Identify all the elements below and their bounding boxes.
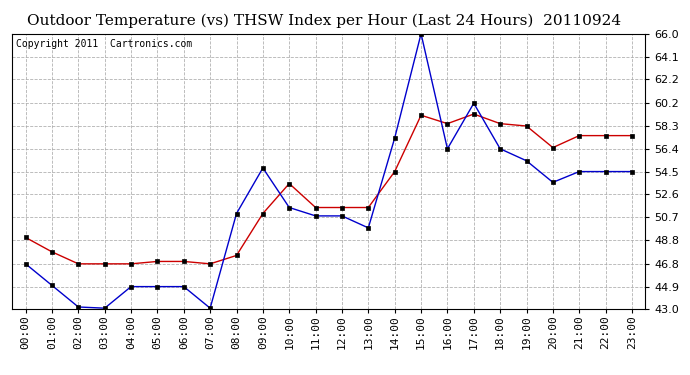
Text: Copyright 2011  Cartronics.com: Copyright 2011 Cartronics.com xyxy=(16,39,192,49)
Text: Outdoor Temperature (vs) THSW Index per Hour (Last 24 Hours)  20110924: Outdoor Temperature (vs) THSW Index per … xyxy=(27,13,622,27)
